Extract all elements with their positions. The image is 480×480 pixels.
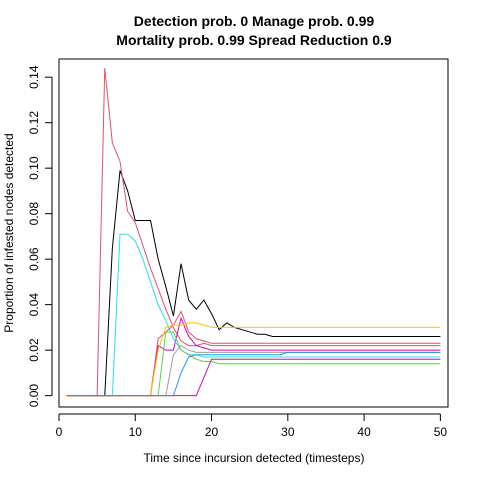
series-line-3: [66, 316, 441, 397]
series-line-4: [66, 233, 441, 397]
y-tick-label: 0.02: [27, 338, 41, 362]
y-tick-label: 0.00: [27, 384, 41, 408]
y-tick-label: 0.04: [27, 293, 41, 317]
series-line-5: [66, 310, 441, 397]
chart-title-line-2: Mortality prob. 0.99 Spread Reduction 0.…: [116, 32, 392, 48]
series-line-6: [66, 322, 441, 397]
y-tick-label: 0.10: [27, 156, 41, 180]
x-tick-label: 10: [129, 425, 143, 439]
y-axis: 0.00 0.02 0.04 0.06 0.08 0.10 0.12 0.14: [27, 65, 53, 408]
series-line-2: [66, 68, 441, 397]
series-line-1: [66, 170, 441, 397]
x-tick-label: 40: [357, 425, 371, 439]
y-tick-label: 0.06: [27, 247, 41, 271]
series-line-8: [66, 358, 441, 397]
series-line-9: [66, 344, 441, 397]
x-axis: 0 10 20 30 40 50: [56, 413, 448, 439]
series-line-10: [66, 351, 441, 397]
series-layer: [66, 68, 441, 397]
y-axis-label: Proportion of infested nodes detected: [2, 133, 16, 332]
x-tick-label: 50: [434, 425, 448, 439]
x-tick-label: 30: [281, 425, 295, 439]
chart-title-line-1: Detection prob. 0 Manage prob. 0.99: [134, 13, 375, 29]
y-tick-label: 0.12: [27, 111, 41, 135]
plot-area-frame: [58, 58, 449, 408]
y-tick-label: 0.14: [27, 65, 41, 89]
x-tick-label: 20: [205, 425, 219, 439]
x-tick-label: 0: [56, 425, 63, 439]
y-tick-label: 0.08: [27, 202, 41, 226]
series-line-7: [66, 331, 441, 397]
x-axis-label: Time since incursion detected (timesteps…: [144, 451, 365, 465]
